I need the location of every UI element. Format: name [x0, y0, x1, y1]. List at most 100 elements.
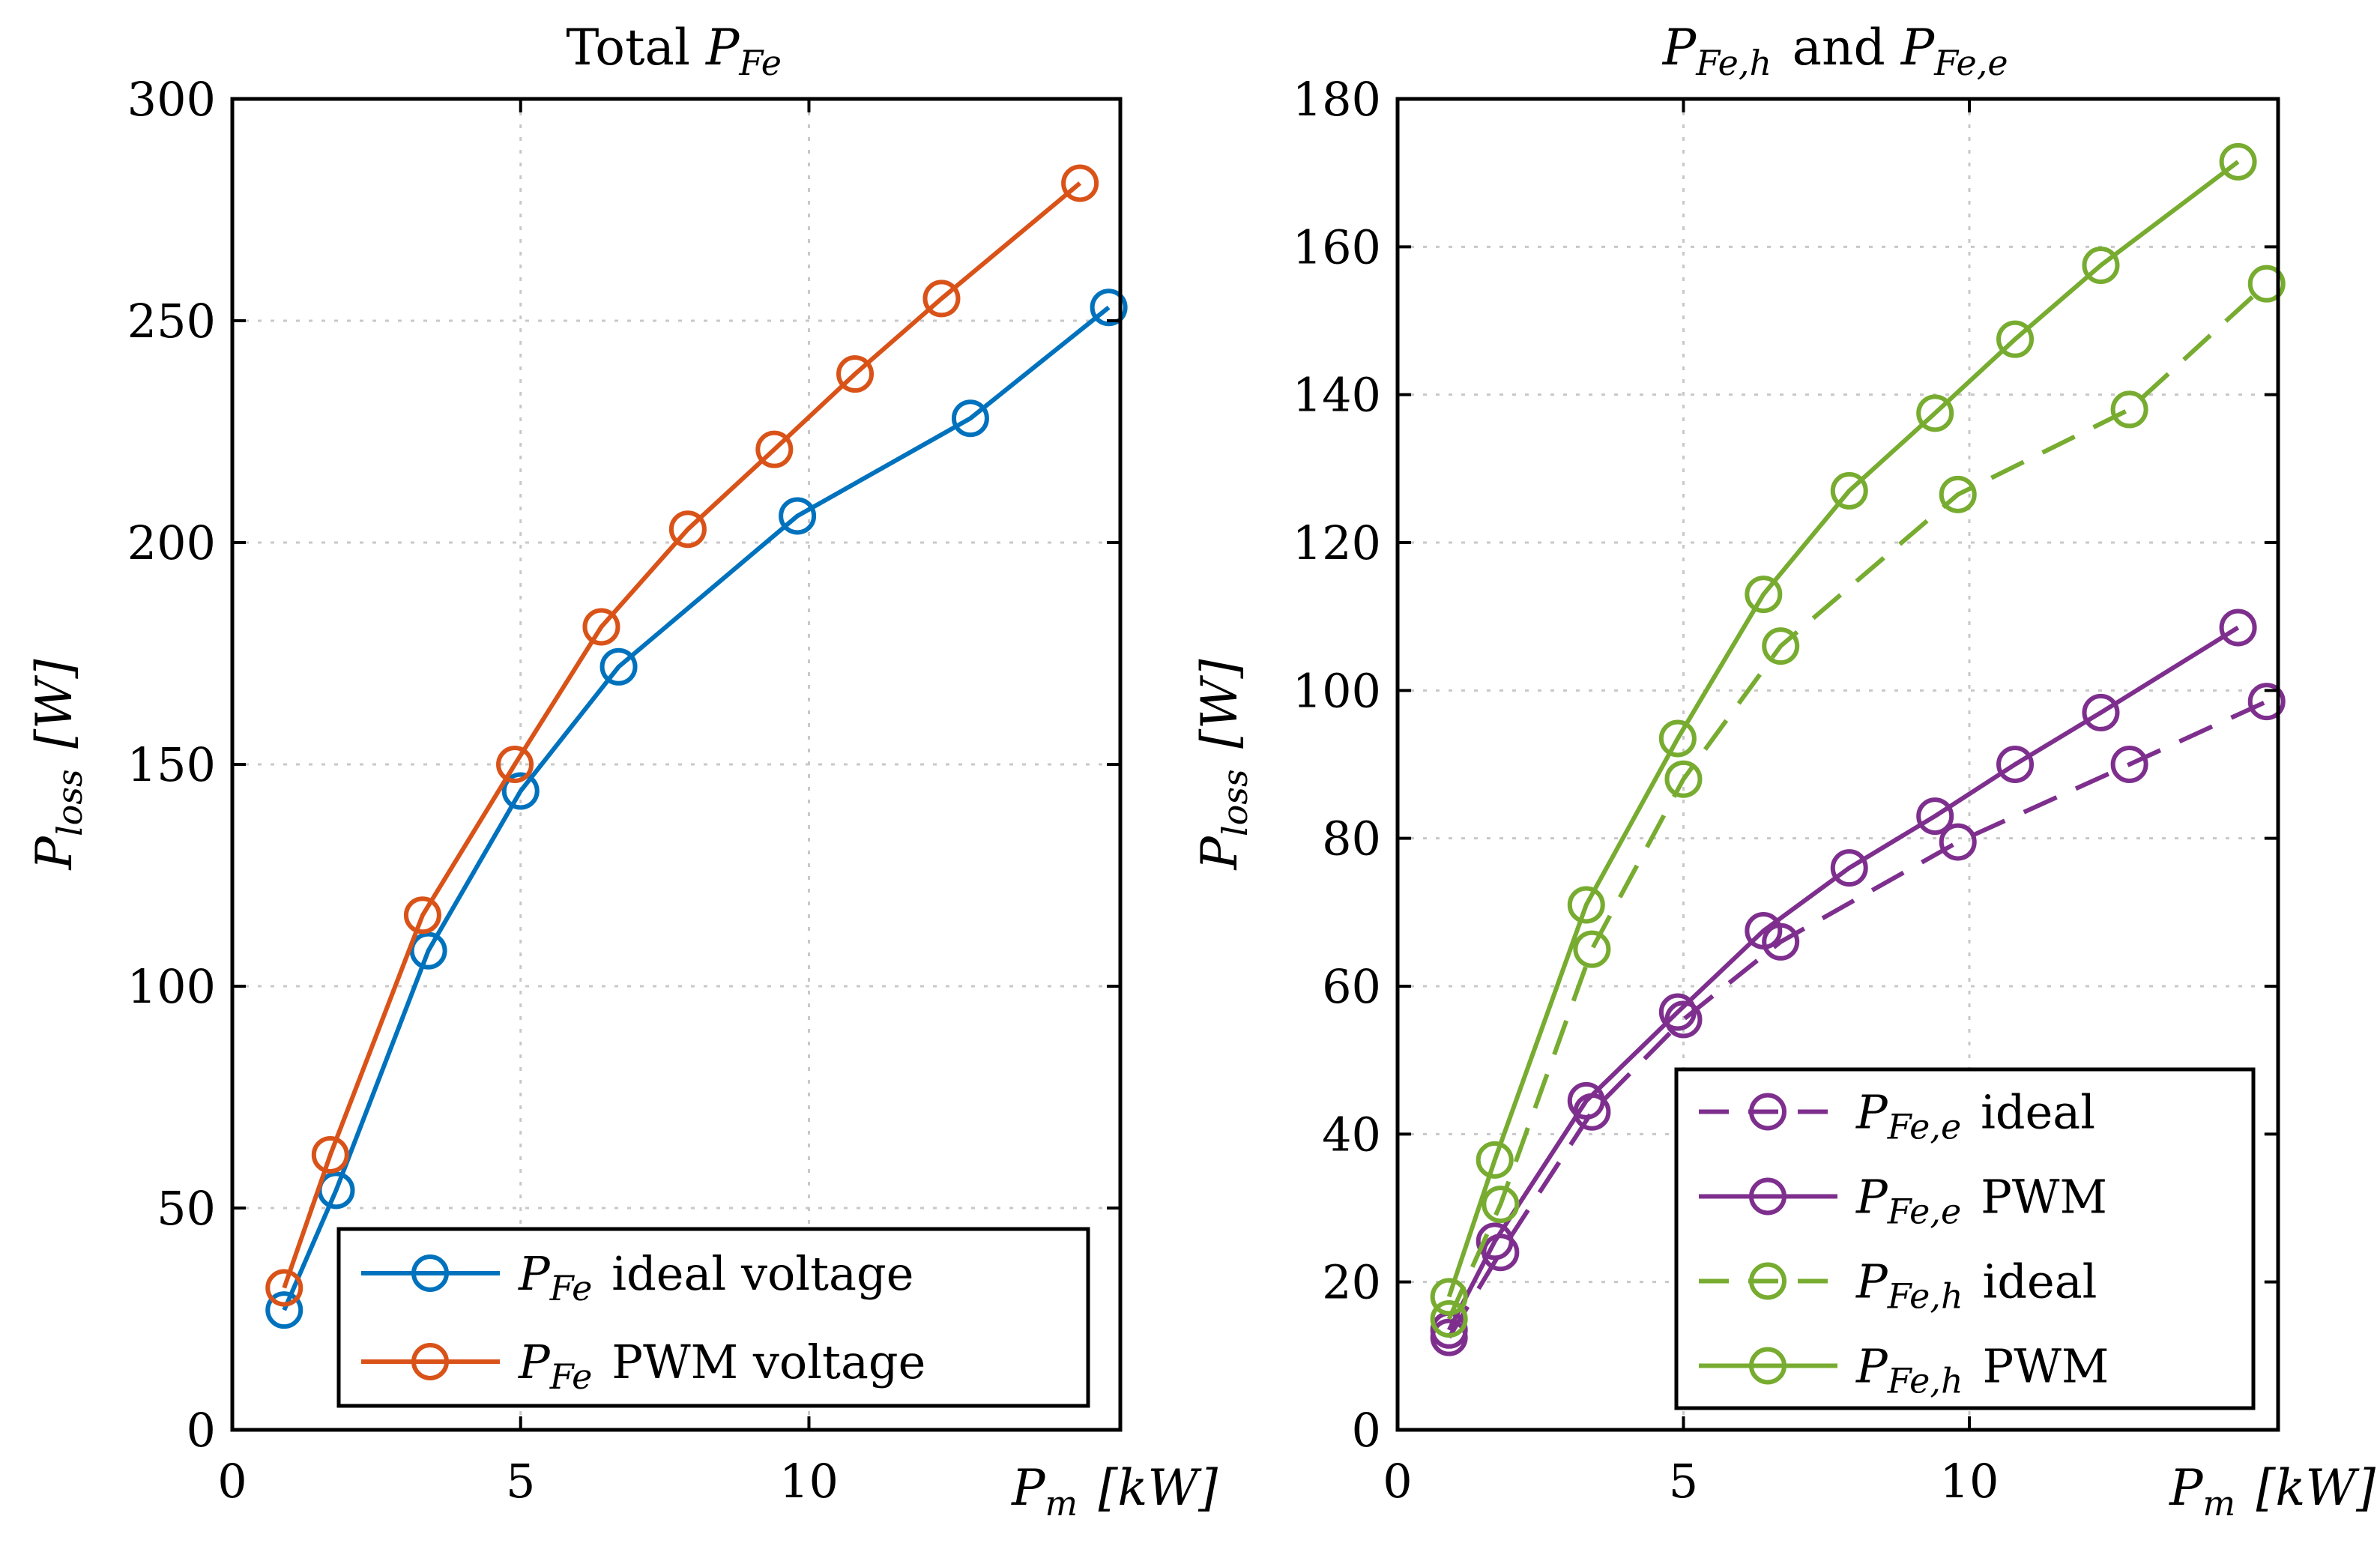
- data-point: [409, 931, 447, 970]
- data-point: [311, 1135, 349, 1174]
- y-tick-label: 100: [127, 959, 216, 1014]
- data-point: [1916, 797, 1954, 836]
- data-point: [1996, 320, 2035, 358]
- y-tick-label: 50: [157, 1181, 216, 1236]
- legend-box: [336, 1227, 1090, 1408]
- legend-swatch-marker: [411, 1254, 449, 1292]
- data-point: [1830, 849, 1868, 887]
- data-point: [951, 399, 989, 438]
- series-line-2-2: [1447, 625, 2240, 1332]
- y-tick-label: 60: [1322, 959, 1381, 1014]
- y-axis-label: Ploss [W]: [1191, 659, 1255, 870]
- axes-box: [1395, 97, 2280, 1432]
- legend-swatch-marker: [411, 1343, 449, 1380]
- data-point: [2110, 390, 2148, 429]
- y-tick-label: 180: [1293, 72, 1381, 127]
- legend-label: PFe,h ideal: [1855, 1254, 2097, 1317]
- x-tick-label: 5: [1669, 1454, 1698, 1509]
- y-tick-label: 150: [127, 737, 216, 792]
- legend-label: PFe,e ideal: [1855, 1085, 2095, 1147]
- data-point: [668, 510, 707, 549]
- data-point: [403, 896, 441, 934]
- legend-label: PFe,h PWM: [1855, 1339, 2109, 1401]
- data-point: [1430, 1300, 1468, 1338]
- data-point: [836, 355, 875, 393]
- y-tick-label: 140: [1293, 368, 1381, 423]
- series-line-1-1: [282, 305, 1111, 1311]
- legend: PFe,e ideal PFe,e PWM PFe,h ideal PFe,h PWM: [1674, 1067, 2256, 1410]
- data-point: [2082, 247, 2120, 284]
- data-point: [1567, 1081, 1605, 1120]
- y-tick-label: 300: [127, 72, 216, 127]
- data-point: [1939, 475, 1977, 513]
- data-point: [1745, 912, 1783, 949]
- data-point: [1061, 164, 1099, 202]
- data-point: [582, 608, 620, 646]
- series-line-2-1: [1447, 699, 2268, 1339]
- data-point: [755, 430, 794, 468]
- series-line-1-2: [282, 181, 1082, 1289]
- y-tick-label: 100: [1293, 663, 1381, 718]
- data-point: [265, 1269, 303, 1307]
- x-tick-label: 0: [217, 1454, 247, 1509]
- legend-swatch-marker: [1749, 1262, 1786, 1300]
- data-point: [1762, 627, 1800, 665]
- x-tick-label: 10: [779, 1454, 839, 1509]
- data-point: [1476, 1222, 1514, 1260]
- data-point: [1916, 394, 1954, 432]
- data-point: [2219, 142, 2257, 181]
- data-point: [496, 746, 534, 783]
- x-tick-label: 5: [506, 1454, 535, 1509]
- chart-title: Total PFe: [566, 19, 786, 83]
- chart-title: PFe,h and PFe,e: [1662, 19, 2013, 83]
- data-point: [1664, 760, 1703, 798]
- x-tick-label: 0: [1383, 1454, 1412, 1509]
- data-point: [779, 497, 817, 535]
- data-point: [2110, 746, 2148, 783]
- y-tick-label: 200: [127, 516, 216, 570]
- data-point: [1658, 719, 1697, 758]
- data-point: [1482, 1186, 1520, 1224]
- y-tick-label: 80: [1322, 812, 1381, 866]
- data-point: [1573, 930, 1611, 968]
- legend-label: PFe,e PWM: [1855, 1170, 2107, 1232]
- y-tick-label: 120: [1293, 516, 1381, 570]
- data-point: [2082, 693, 2120, 731]
- data-point: [1939, 823, 1977, 861]
- data-point: [1430, 1278, 1468, 1316]
- data-point: [922, 280, 961, 318]
- y-tick-label: 160: [1293, 220, 1381, 274]
- data-point: [1996, 746, 2035, 783]
- legend-label: PFe PWM voltage: [518, 1335, 925, 1397]
- data-point: [599, 647, 638, 686]
- y-tick-label: 20: [1322, 1255, 1381, 1310]
- data-point: [2247, 683, 2286, 721]
- series-line-2-4: [1446, 160, 2240, 1298]
- legend: PFe ideal voltage PFe PWM voltage: [336, 1227, 1090, 1408]
- data-point: [1567, 886, 1605, 924]
- x-tick-label: 10: [1940, 1454, 1999, 1509]
- y-tick-label: 40: [1322, 1107, 1381, 1162]
- data-point: [265, 1291, 303, 1329]
- legend-swatch-marker: [1749, 1347, 1786, 1385]
- data-point: [1090, 289, 1128, 327]
- legend-swatch-marker: [1749, 1093, 1786, 1131]
- data-point: [1830, 471, 1868, 510]
- data-point: [2219, 609, 2257, 647]
- x-axis-label: Pm [kW]: [2169, 1459, 2376, 1524]
- series-line-2-3: [1446, 282, 2268, 1320]
- data-point: [2247, 265, 2286, 303]
- y-tick-label: 0: [187, 1403, 216, 1458]
- data-point: [1658, 993, 1697, 1031]
- y-tick-label: 0: [1352, 1403, 1381, 1458]
- y-axis-label: Ploss [W]: [25, 659, 90, 870]
- data-point: [1476, 1141, 1514, 1179]
- data-point: [1745, 576, 1783, 614]
- data-point: [501, 772, 540, 810]
- x-axis-label: Pm [kW]: [1011, 1459, 1218, 1524]
- legend-label: PFe ideal voltage: [518, 1246, 913, 1308]
- y-tick-label: 250: [127, 294, 216, 348]
